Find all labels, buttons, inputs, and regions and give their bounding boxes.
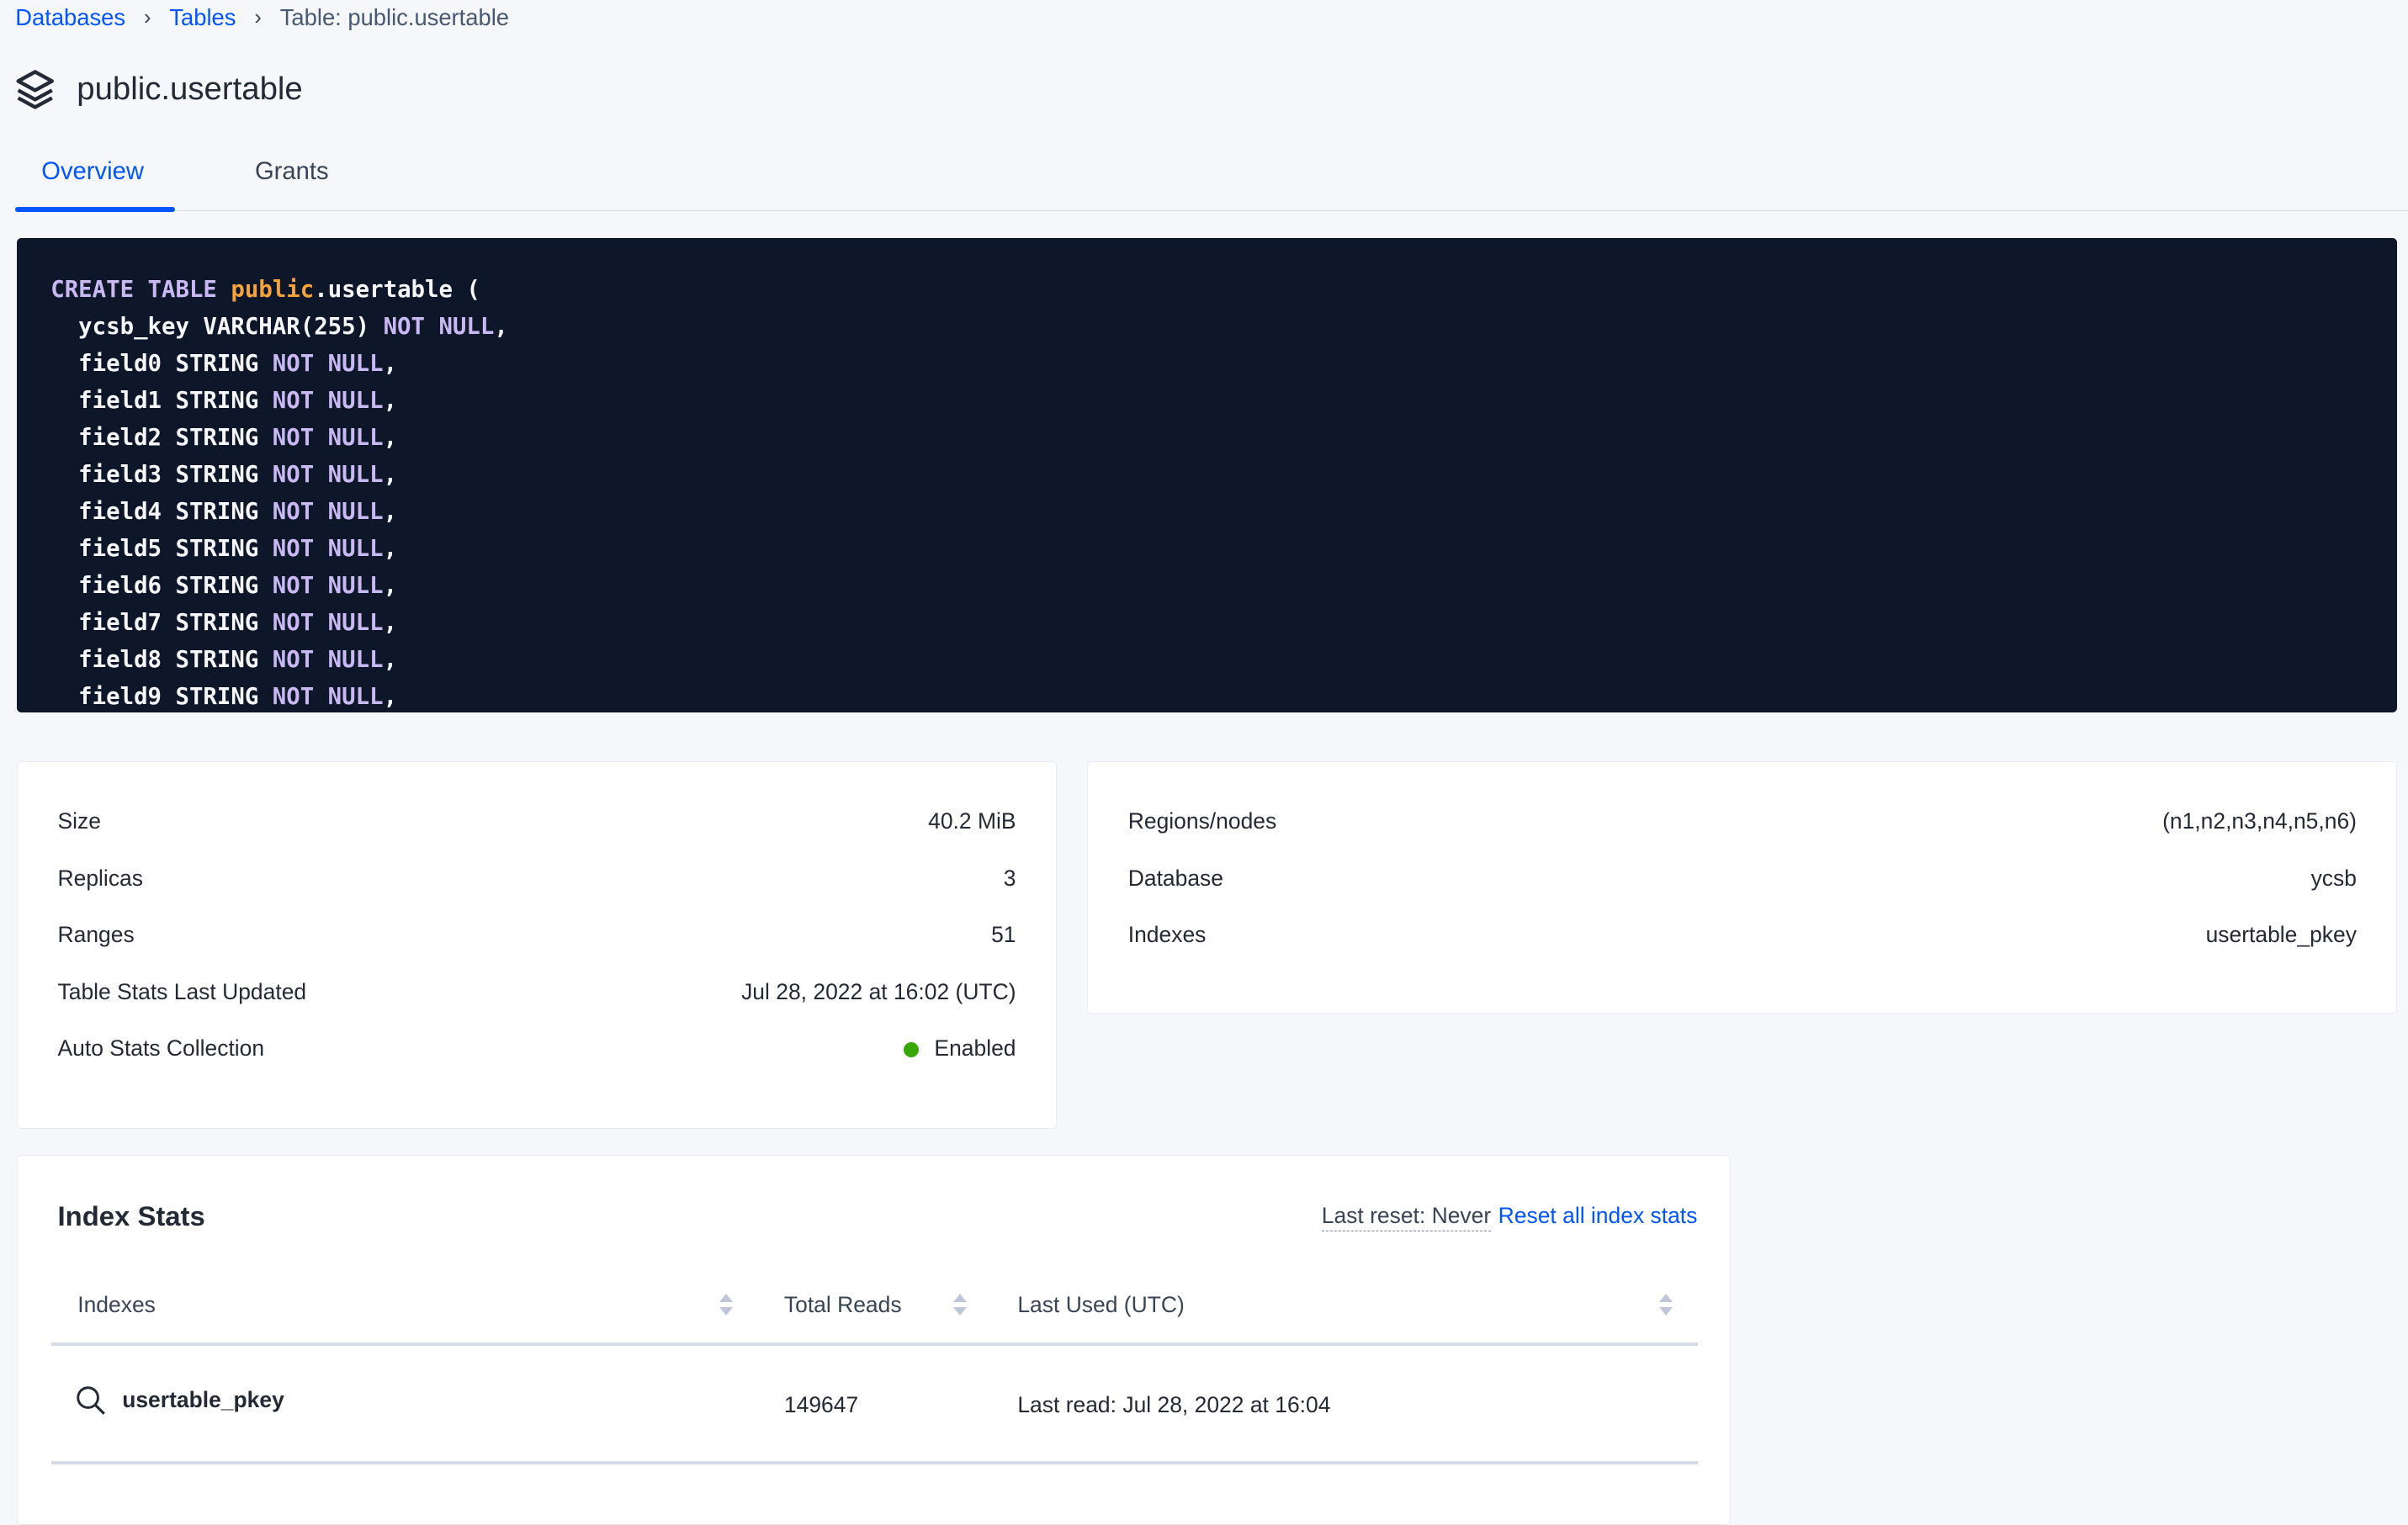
header-divider [51, 1342, 1698, 1346]
stack-icon [16, 70, 55, 109]
code-line: CREATE TABLE public.usertable ( [50, 277, 480, 304]
stat-value: (n1,n2,n3,n4,n5,n6) [2162, 808, 2357, 834]
sort-icon[interactable] [952, 1293, 967, 1318]
stat-label: Table Stats Last Updated [57, 978, 307, 1004]
index-stats-card: Index Stats Last reset: Never Reset all … [17, 1154, 1732, 1525]
stat-label: Indexes [1127, 922, 1207, 948]
row-divider [51, 1460, 1698, 1464]
column-header-total-reads[interactable]: Total Reads [783, 1292, 902, 1318]
index-name-link[interactable]: usertable_pkey [122, 1387, 284, 1413]
breadcrumb: Databases › Tables › Table: public.usert… [15, 4, 509, 31]
code-line: field5 STRING NOT NULL, [50, 535, 398, 562]
sort-icon[interactable] [1659, 1293, 1673, 1318]
stat-value-wrap: 3 [1004, 866, 1016, 892]
code-line: field4 STRING NOT NULL, [50, 498, 398, 525]
last-used-value: Last read: Jul 28, 2022 at 16:04 [1017, 1391, 1331, 1417]
stat-value: 51 [991, 922, 1016, 948]
code-line: field9 STRING NOT NULL, [50, 683, 398, 710]
breadcrumb-tables[interactable]: Tables [169, 4, 236, 31]
stat-value-wrap: ycsb [2311, 866, 2357, 892]
column-header-last-used[interactable]: Last Used (UTC) [1017, 1292, 1185, 1318]
table-details-card: Regions/nodes (n1,n2,n3,n4,n5,n6) Database… [1087, 761, 2398, 1014]
total-reads-value: 149647 [783, 1391, 859, 1417]
breadcrumb-databases[interactable]: Databases [15, 4, 126, 31]
reset-index-stats-link[interactable]: Reset all index stats [1498, 1203, 1698, 1229]
active-tab-indicator [15, 207, 176, 212]
table-stats-card: Size 40.2 MiB Replicas 3 Ranges 51 Table Stats… [17, 761, 1057, 1129]
code-line: field6 STRING NOT NULL, [50, 572, 398, 599]
stat-value: usertable_pkey [2205, 922, 2357, 948]
table-row: usertable_pkey 149647 Last read: Jul 28,… [51, 1346, 1698, 1463]
sort-icon[interactable] [719, 1293, 734, 1318]
stat-value-wrap: (n1,n2,n3,n4,n5,n6) [2162, 808, 2357, 834]
stat-value: 3 [1003, 865, 1016, 891]
chevron-right-icon: › [143, 5, 151, 29]
code-line: ycsb_key VARCHAR(255) NOT NULL, [50, 314, 508, 341]
code-line: field7 STRING NOT NULL, [50, 609, 398, 636]
tab-overview[interactable]: Overview [41, 157, 144, 185]
stat-label: Regions/nodes [1127, 808, 1277, 834]
stat-value-wrap: 51 [991, 922, 1016, 948]
stat-value: 40.2 MiB [928, 808, 1016, 834]
tab-grants[interactable]: Grants [254, 157, 329, 185]
last-reset-label[interactable]: Last reset: Never [1321, 1203, 1492, 1232]
stat-value-wrap: Enabled [903, 1035, 1016, 1062]
index-stats-title: Index Stats [57, 1199, 205, 1231]
stat-row: Regions/nodes (n1,n2,n3,n4,n5,n6) [1128, 808, 2357, 834]
stat-value-wrap: Jul 28, 2022 at 16:02 (UTC) [741, 979, 1016, 1005]
search-icon [77, 1386, 106, 1416]
stat-row: Replicas 3 [58, 866, 1016, 892]
stat-value: Enabled [934, 1035, 1016, 1062]
stat-value: Jul 28, 2022 at 16:02 (UTC) [741, 978, 1016, 1004]
stat-value: ycsb [2310, 865, 2357, 891]
stat-row: Database ycsb [1128, 866, 2357, 892]
stat-label: Ranges [57, 922, 135, 948]
stat-value-wrap: usertable_pkey [2206, 922, 2357, 948]
status-dot-icon [903, 1042, 920, 1058]
page-header: public.usertable [15, 67, 303, 110]
stat-row: Ranges 51 [58, 922, 1016, 948]
stat-label: Auto Stats Collection [57, 1035, 265, 1062]
stat-row: Size 40.2 MiB [58, 808, 1016, 834]
code-line: field2 STRING NOT NULL, [50, 425, 398, 451]
stat-row: Auto Stats Collection Enabled [58, 1035, 1016, 1062]
chevron-right-icon: › [254, 5, 262, 29]
stat-label: Size [57, 808, 101, 834]
code-line: field3 STRING NOT NULL, [50, 461, 398, 488]
create-statement-code: CREATE TABLE public.usertable ( ycsb_key… [17, 238, 2397, 712]
stat-label: Replicas [57, 865, 143, 891]
stat-label: Database [1127, 865, 1223, 891]
stat-row: Table Stats Last Updated Jul 28, 2022 at … [58, 979, 1016, 1005]
create-statement-block: CREATE TABLE public.usertable ( ycsb_key… [17, 237, 2398, 712]
stat-row: Indexes usertable_pkey [1128, 922, 2357, 948]
code-line: field0 STRING NOT NULL, [50, 351, 398, 378]
tab-bar: Overview Grants [15, 146, 2408, 212]
code-line: field8 STRING NOT NULL, [50, 646, 398, 673]
code-line: field1 STRING NOT NULL, [50, 388, 398, 415]
breadcrumb-current: Table: public.usertable [279, 4, 509, 31]
column-header-indexes[interactable]: Indexes [77, 1292, 156, 1318]
page-title: public.usertable [77, 70, 303, 107]
stat-value-wrap: 40.2 MiB [928, 808, 1016, 834]
